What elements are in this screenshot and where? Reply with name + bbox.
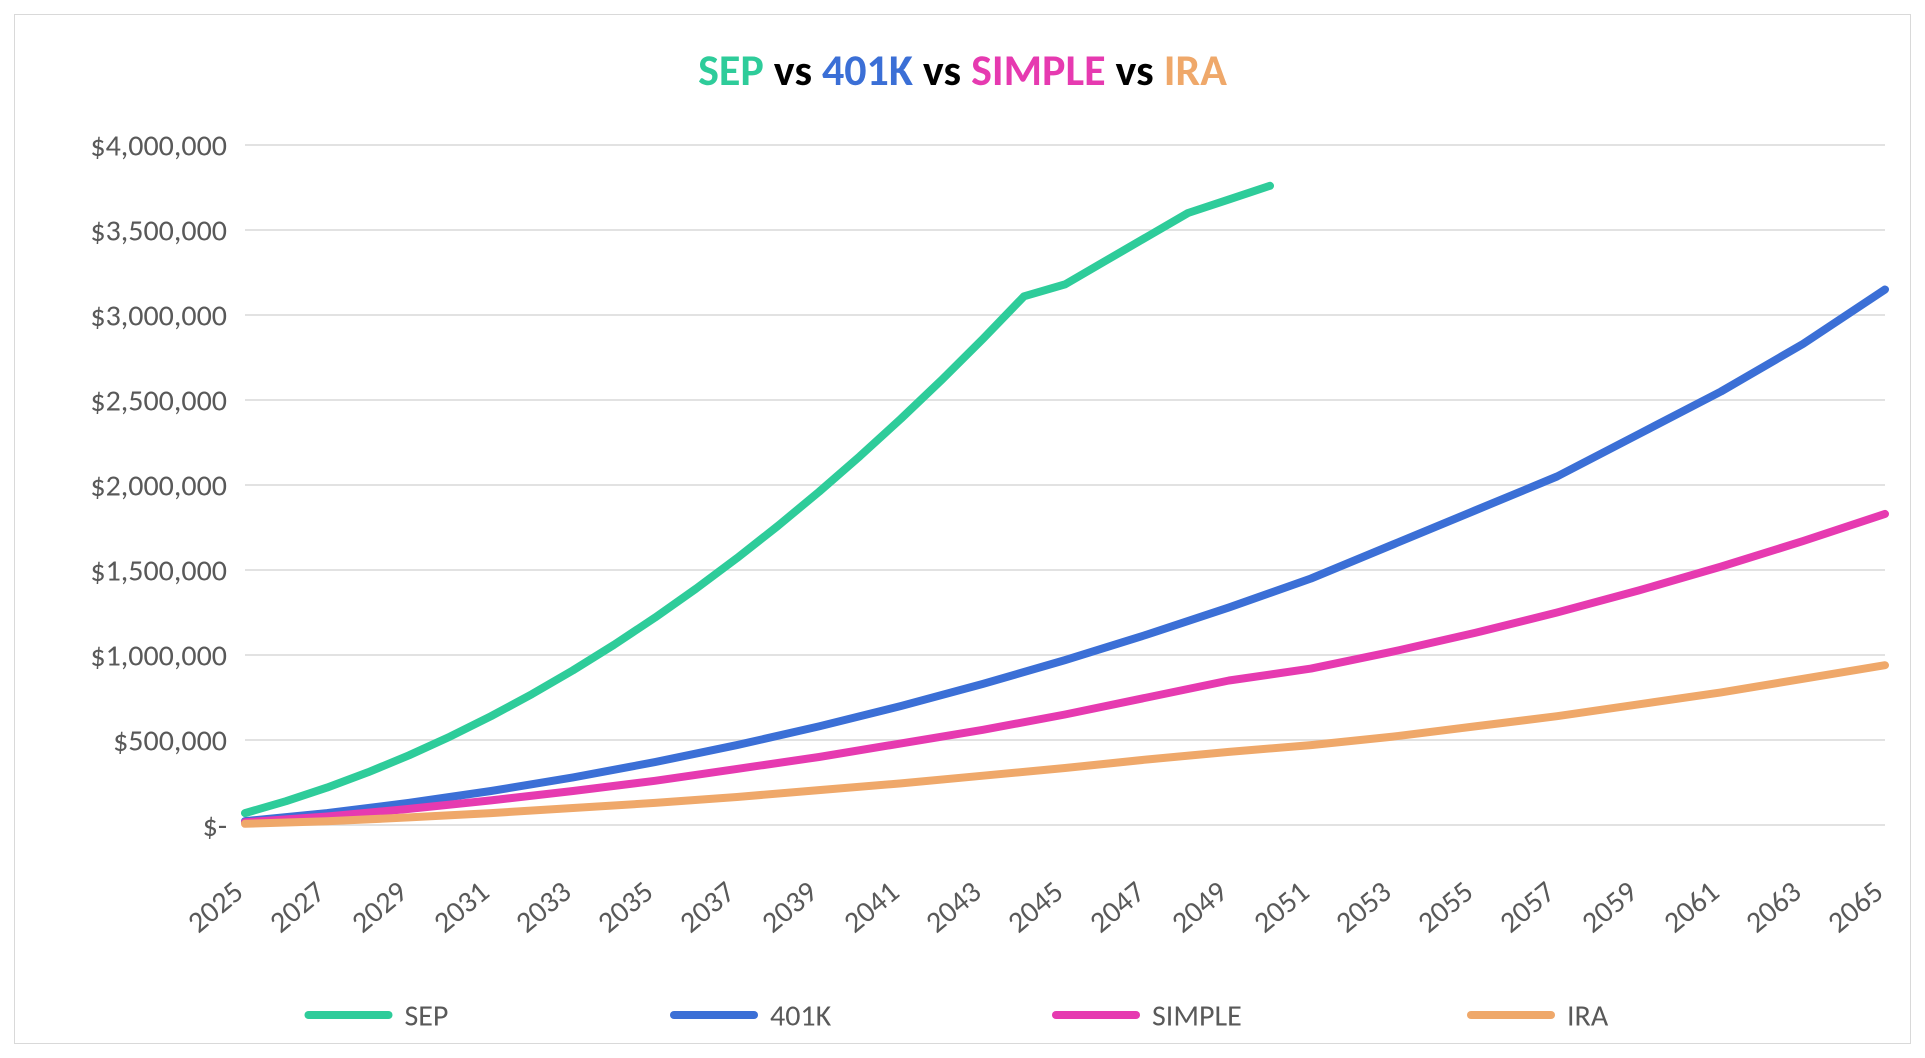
x-tick-label: 2045 [1000,874,1070,941]
x-tick-label: 2031 [426,874,496,941]
x-tick: 2063 [1738,874,1808,941]
y-tick-label: $1,000,000 [90,638,227,675]
x-tick: 2029 [344,874,414,941]
x-tick-label: 2041 [836,874,906,941]
x-tick: 2061 [1656,874,1726,941]
x-tick: 2039 [754,874,824,941]
y-tick-label: $2,500,000 [90,383,227,420]
x-tick: 2033 [508,874,578,941]
x-tick: 2053 [1328,874,1398,941]
x-tick: 2051 [1246,874,1316,941]
x-tick: 2049 [1164,874,1234,941]
x-tick: 2055 [1410,874,1480,941]
x-tick: 2065 [1820,874,1890,941]
y-tick-label: $500,000 [113,723,227,760]
legend-label: SIMPLE [1152,998,1242,1035]
x-tick-label: 2047 [1082,874,1152,941]
x-tick-label: 2037 [672,874,742,941]
y-tick-label: $- [203,808,227,845]
x-tick-label: 2039 [754,874,824,941]
x-tick-label: 2057 [1492,874,1562,941]
x-tick-label: 2059 [1574,874,1644,941]
series-line-401k [245,290,1885,822]
x-tick-label: 2053 [1328,874,1398,941]
y-tick-label: $4,000,000 [90,128,227,165]
x-tick-label: 2033 [508,874,578,941]
y-tick-label: $2,000,000 [90,468,227,505]
line-chart: SEP vs 401K vs SIMPLE vs IRA $- $500,000… [15,15,1910,1043]
chart-frame: SEP vs 401K vs SIMPLE vs IRA $- $500,000… [14,14,1911,1044]
x-tick-label: 2049 [1164,874,1234,941]
y-tick-label: $1,500,000 [90,553,227,590]
legend-label: SEP [405,998,449,1035]
x-tick-label: 2055 [1410,874,1480,941]
x-tick-label: 2035 [590,874,660,941]
x-tick: 2041 [836,874,906,941]
y-tick-label: $3,000,000 [90,298,227,335]
chart-container: SEP vs 401K vs SIMPLE vs IRA $- $500,000… [0,0,1925,1058]
x-tick: 2057 [1492,874,1562,941]
x-tick: 2031 [426,874,496,941]
x-tick: 2025 [180,874,250,941]
legend: SEP 401K SIMPLE IRA [309,998,1609,1035]
x-tick-label: 2063 [1738,874,1808,941]
x-tick-label: 2061 [1656,874,1726,941]
x-tick: 2027 [262,874,332,941]
x-tick-label: 2043 [918,874,988,941]
x-tick: 2037 [672,874,742,941]
x-tick-label: 2065 [1820,874,1890,941]
x-tick: 2035 [590,874,660,941]
x-tick: 2047 [1082,874,1152,941]
x-tick: 2045 [1000,874,1070,941]
x-tick: 2059 [1574,874,1644,941]
series-line-sep [245,186,1270,813]
legend-label: IRA [1567,998,1609,1035]
legend-label: 401K [770,998,832,1035]
x-tick-label: 2029 [344,874,414,941]
chart-title: SEP vs 401K vs SIMPLE vs IRA [698,43,1227,97]
x-tick-label: 2027 [262,874,332,941]
x-tick-label: 2051 [1246,874,1316,941]
series-line-simple [245,514,1885,822]
x-tick-label: 2025 [180,874,250,941]
y-tick-label: $3,500,000 [90,213,227,250]
x-tick: 2043 [918,874,988,941]
